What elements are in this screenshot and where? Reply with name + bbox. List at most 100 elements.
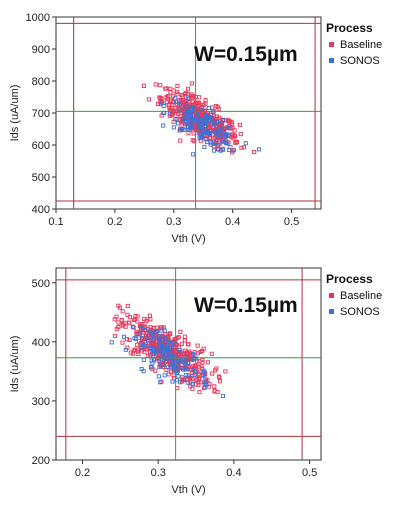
x-tick-label: 0.2 bbox=[75, 467, 90, 479]
data-point-sonos bbox=[201, 373, 206, 378]
data-point-baseline bbox=[212, 384, 217, 389]
data-point-sonos bbox=[201, 368, 206, 373]
data-point-sonos bbox=[185, 96, 191, 101]
data-point-sonos bbox=[183, 366, 188, 372]
data-point-baseline bbox=[171, 88, 176, 93]
data-point-sonos bbox=[218, 148, 223, 153]
data-point-baseline bbox=[116, 303, 121, 308]
data-point-sonos bbox=[185, 367, 190, 372]
data-point-sonos bbox=[218, 122, 223, 127]
data-point-sonos bbox=[146, 334, 151, 339]
data-point-sonos bbox=[214, 130, 219, 135]
data-point-sonos bbox=[224, 125, 229, 130]
data-point-baseline bbox=[159, 113, 164, 118]
data-point-sonos bbox=[121, 334, 127, 339]
data-point-sonos bbox=[196, 125, 201, 130]
x-axis-label: Vth (V) bbox=[171, 484, 205, 496]
y-tick-label: 1000 bbox=[26, 12, 50, 24]
data-point-baseline bbox=[216, 106, 221, 111]
data-point-baseline bbox=[217, 115, 222, 120]
data-point-baseline bbox=[146, 97, 151, 102]
data-point-baseline bbox=[241, 145, 247, 150]
data-point-sonos bbox=[186, 125, 191, 130]
data-point-sonos bbox=[211, 122, 217, 127]
x-tick-label: 0.2 bbox=[107, 216, 122, 228]
data-point-baseline bbox=[119, 317, 124, 323]
data-point-sonos bbox=[213, 140, 218, 145]
data-point-baseline bbox=[178, 138, 183, 143]
y-tick-label: 200 bbox=[32, 455, 50, 467]
data-point-baseline bbox=[196, 375, 201, 381]
data-point-baseline bbox=[127, 315, 132, 320]
data-point-sonos bbox=[178, 380, 183, 385]
chart-1: 0.1 0.2 0.3 0.4 0.5 400 500 600 700 800 900 1000 Vth… bbox=[9, 12, 382, 245]
data-point-sonos bbox=[169, 353, 174, 358]
data-point-baseline bbox=[190, 386, 195, 391]
data-point-sonos bbox=[109, 340, 114, 345]
data-point-baseline bbox=[141, 83, 147, 88]
data-point-baseline bbox=[181, 98, 186, 103]
data-point-sonos bbox=[181, 116, 186, 121]
y-axis-label: Ids (uA/um) bbox=[9, 85, 21, 142]
data-point-sonos bbox=[216, 147, 221, 152]
data-point-sonos bbox=[217, 141, 222, 146]
x-tick-label: 0.1 bbox=[48, 216, 63, 228]
data-point-sonos bbox=[145, 339, 151, 344]
data-point-sonos bbox=[225, 141, 230, 146]
data-point-sonos bbox=[190, 368, 195, 373]
data-point-baseline bbox=[197, 390, 202, 395]
data-point-sonos bbox=[203, 136, 208, 142]
data-point-sonos bbox=[139, 335, 144, 341]
legend-swatch-sonos bbox=[329, 309, 334, 314]
data-point-sonos bbox=[165, 349, 170, 354]
data-point-sonos bbox=[171, 360, 176, 365]
data-point-baseline bbox=[203, 108, 208, 113]
data-point-sonos bbox=[197, 136, 202, 141]
data-point-sonos bbox=[211, 148, 217, 153]
data-point-baseline bbox=[210, 371, 215, 376]
y-tick-label: 400 bbox=[32, 204, 50, 216]
data-point-sonos bbox=[186, 373, 191, 378]
data-point-baseline bbox=[183, 91, 188, 97]
data-point-baseline bbox=[195, 343, 200, 348]
data-point-baseline bbox=[185, 86, 191, 91]
data-point-baseline bbox=[157, 95, 162, 100]
data-point-baseline bbox=[189, 92, 194, 97]
data-point-baseline bbox=[127, 320, 132, 325]
data-point-baseline bbox=[158, 83, 163, 88]
data-point-baseline bbox=[120, 340, 125, 345]
data-point-sonos bbox=[139, 326, 144, 331]
x-tick-label: 0.4 bbox=[225, 216, 240, 228]
data-point-sonos bbox=[228, 145, 233, 150]
data-point-baseline bbox=[193, 363, 198, 368]
data-point-sonos bbox=[142, 344, 147, 349]
data-point-baseline bbox=[127, 337, 132, 342]
data-point-baseline bbox=[130, 351, 136, 356]
data-point-sonos bbox=[151, 338, 156, 343]
data-point-sonos bbox=[209, 119, 214, 124]
data-point-baseline bbox=[193, 382, 198, 387]
data-point-sonos bbox=[188, 116, 193, 121]
x-tick-label: 0.3 bbox=[166, 216, 181, 228]
x-axis-label: Vth (V) bbox=[171, 233, 205, 245]
data-point-sonos bbox=[168, 365, 173, 370]
data-point-sonos bbox=[177, 349, 182, 355]
data-point-baseline bbox=[252, 149, 257, 155]
data-point-sonos bbox=[220, 393, 225, 399]
data-point-sonos bbox=[155, 329, 160, 334]
data-point-baseline bbox=[197, 95, 202, 100]
data-point-sonos bbox=[153, 349, 158, 354]
chart-2: 0.2 0.3 0.4 0.5 200 300 400 500 Vth (V) Ids (uA/u… bbox=[9, 267, 382, 496]
data-point-sonos bbox=[203, 378, 209, 383]
data-point-sonos bbox=[162, 328, 167, 333]
data-point-baseline bbox=[199, 363, 204, 368]
data-point-sonos bbox=[206, 106, 211, 111]
legend-item-sonos: SONOS bbox=[340, 55, 380, 67]
data-point-baseline bbox=[135, 319, 140, 324]
data-point-baseline bbox=[205, 360, 210, 365]
data-point-baseline bbox=[198, 349, 203, 354]
data-point-sonos bbox=[160, 100, 165, 105]
data-point-baseline bbox=[179, 102, 184, 107]
data-point-baseline bbox=[225, 117, 230, 123]
data-point-baseline bbox=[182, 338, 187, 343]
